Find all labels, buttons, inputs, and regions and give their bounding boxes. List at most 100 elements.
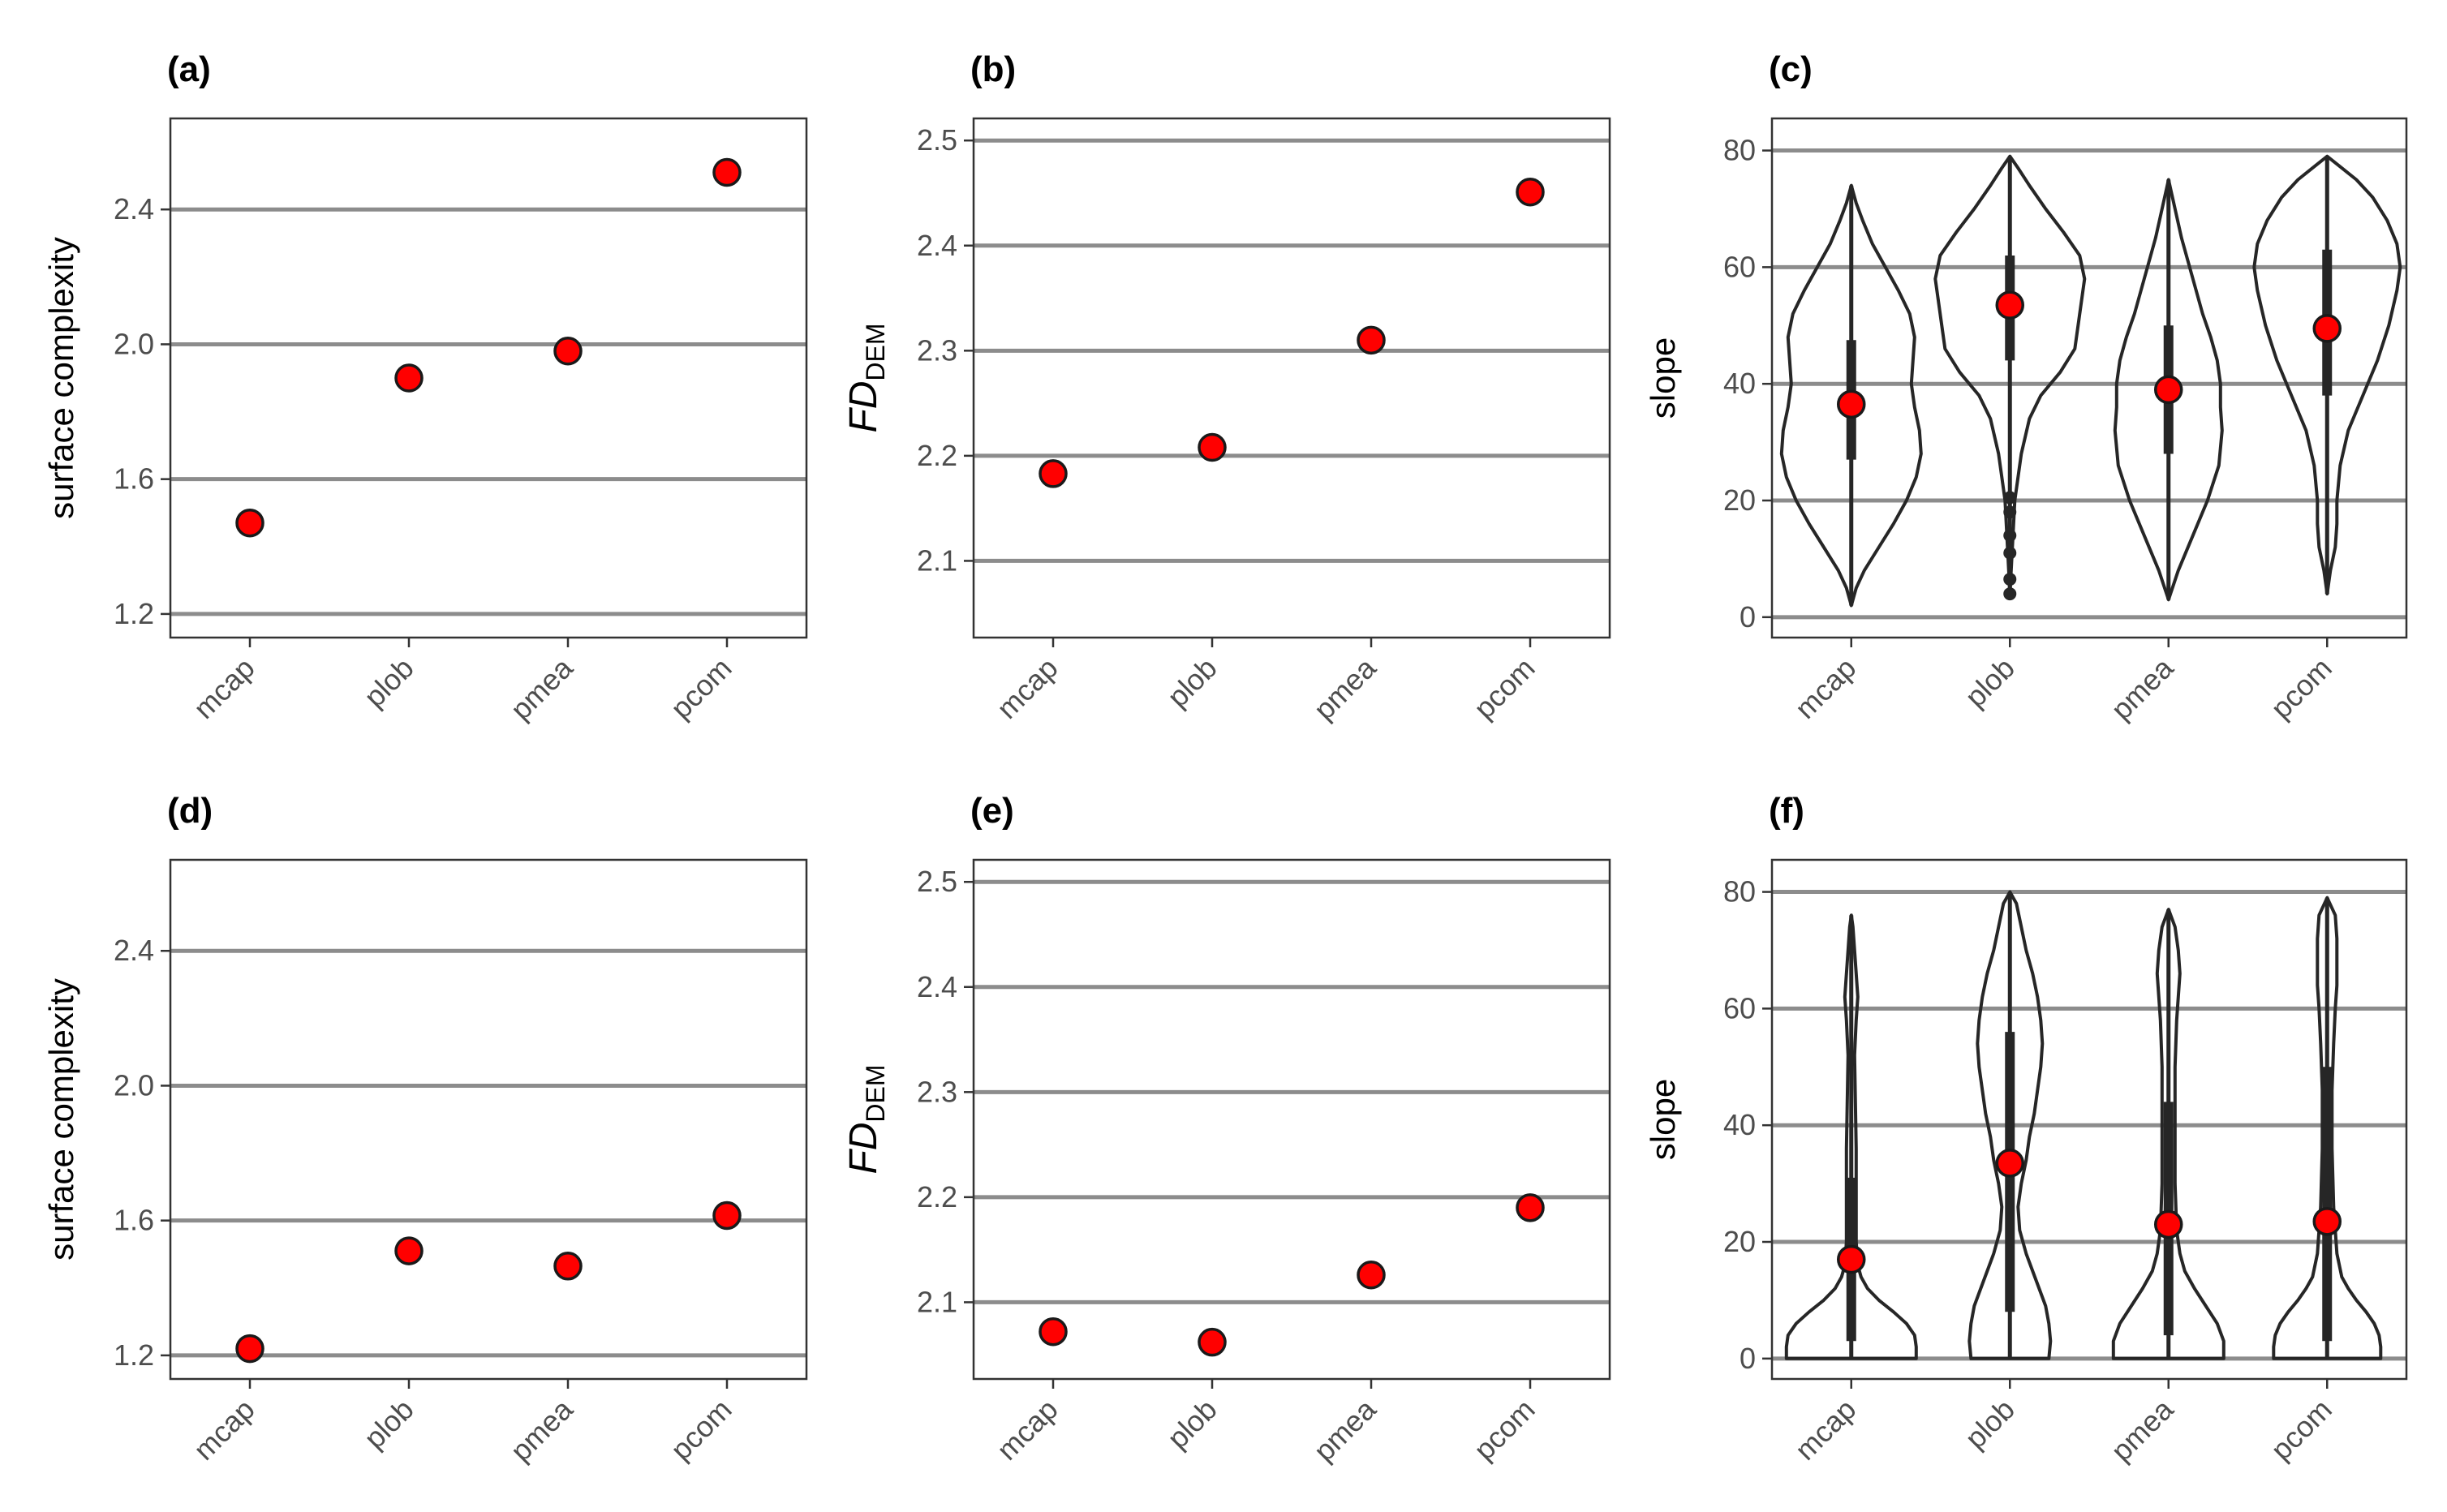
panel-background [974,860,1610,1379]
panel-border [169,117,808,639]
x-tick-label: plob [358,1393,420,1455]
data-point-mcap [1837,389,1866,419]
x-tick-label: plob [1161,651,1224,714]
y-tick-label: 2.0 [114,327,154,360]
data-point-pmea [1357,1260,1386,1290]
data-point-pcom [1516,177,1545,207]
x-tick-label: plob [1959,651,2021,714]
data-point-pcom [2312,1207,2342,1236]
outlier-point [2003,546,2017,560]
x-tick-label: pmea [504,651,579,726]
y-tick-label: 2.3 [917,333,957,367]
panel-tag: (b) [970,49,1016,89]
panel-background [170,860,806,1379]
y-tick-label: 2.5 [917,123,957,157]
data-point-plob [394,363,424,393]
y-tick-label: 80 [1723,875,1756,908]
panel-a: 1.2 1.6 2.0 2.4 mcap plob pmea pcom (a) surface c… [42,49,808,726]
x-tick-label: pcom [664,1393,738,1467]
panel-e: 2.1 2.2 2.3 2.4 2.5 mcap plob pmea pcom (e) FDDEM [842,791,1611,1467]
x-tick-label: pmea [2105,651,2180,726]
x-tick-label: pcom [2264,651,2338,725]
x-tick-label: mcap [1788,651,1862,725]
y-tick-label: 1.6 [114,462,154,496]
y-tick-label: 2.3 [917,1075,957,1108]
panel-tag: (d) [167,791,213,831]
y-tick-label: 2.4 [917,229,957,262]
y-tick-label: 2.5 [917,865,957,898]
y-tick-label: 2.4 [114,934,154,967]
data-point-plob [1995,290,2024,320]
y-axis-label: surface complexity [42,978,80,1261]
panel-background [1772,860,2406,1379]
data-point-mcap [1039,1317,1068,1347]
x-tick-label: mcap [1788,1393,1862,1467]
violin-pcom [2252,154,2402,596]
panel-c: 0 20 40 60 80 mcap plob pmea pcom (c) slope [1644,49,2408,726]
y-tick-label: 1.6 [114,1204,154,1237]
panel-border [1770,117,2408,639]
panel-tag: (c) [1769,49,1813,89]
data-point-pmea [2154,1209,2183,1239]
outlier-point [2003,491,2017,505]
panel-tag: (f) [1769,791,1804,831]
data-point-mcap [1039,459,1068,488]
data-point-pmea [1357,325,1386,355]
data-point-pcom [712,1201,742,1231]
panel-tag: (e) [970,791,1014,831]
y-tick-label: 2.2 [917,439,957,472]
y-tick-label: 2.4 [114,192,154,226]
y-axis-label: FDDEM [842,1064,890,1174]
x-tick-label: mcap [187,1393,260,1467]
y-tick-label: 80 [1723,134,1756,167]
x-tick-label: plob [1161,1393,1224,1455]
panel-b: 2.1 2.2 2.3 2.4 2.5 mcap plob pmea pcom (b) FDDEM [842,49,1611,726]
outlier-point [2003,505,2017,519]
outlier-point [2003,587,2017,601]
y-tick-label: 60 [1723,250,1756,283]
x-tick-label: pmea [1307,1392,1383,1467]
y-tick-label: 60 [1723,991,1756,1024]
y-tick-label: 1.2 [114,597,154,630]
x-tick-label: pmea [2105,1392,2180,1467]
panel-background [170,118,806,638]
y-tick-label: 2.1 [917,1285,957,1318]
y-tick-label: 1.2 [114,1338,154,1372]
y-tick-label: 20 [1723,1225,1756,1258]
y-tick-label: 2.0 [114,1068,154,1102]
panel-border [1770,858,2408,1381]
violin-pcom [2272,896,2383,1360]
y-axis-label: FDDEM [842,323,890,432]
data-point-mcap [235,1334,264,1364]
x-tick-label: pmea [504,1392,579,1467]
data-point-pmea [553,1252,583,1281]
y-tick-label: 2.4 [917,970,957,1003]
x-tick-label: plob [358,651,420,714]
data-point-mcap [235,508,264,538]
x-tick-label: pcom [1467,1393,1541,1467]
data-point-pcom [712,157,742,187]
x-tick-label: pcom [1467,651,1541,725]
data-point-mcap [1837,1244,1866,1274]
y-axis-label: slope [1644,337,1682,419]
y-tick-label: 2.1 [917,543,957,577]
data-point-plob [1995,1149,2024,1178]
panel-background [974,118,1610,638]
y-axis-label: slope [1644,1079,1682,1160]
y-axis-label: surface complexity [42,237,80,519]
outlier-point [2003,529,2017,543]
x-tick-label: pmea [1307,651,1383,726]
panel-d: 1.2 1.6 2.0 2.4 mcap plob pmea pcom (d) surface c… [42,791,808,1467]
x-tick-label: pcom [2264,1393,2338,1467]
x-tick-label: mcap [187,651,260,725]
y-tick-label: 40 [1723,367,1756,400]
y-tick-label: 40 [1723,1108,1756,1141]
panel-border [972,858,1611,1381]
violin-plob [1967,890,2053,1360]
data-point-pmea [553,337,583,366]
panel-background [1772,118,2406,638]
y-tick-label: 20 [1723,483,1756,517]
data-point-pcom [1516,1193,1545,1222]
panel-tag: (a) [167,49,211,89]
